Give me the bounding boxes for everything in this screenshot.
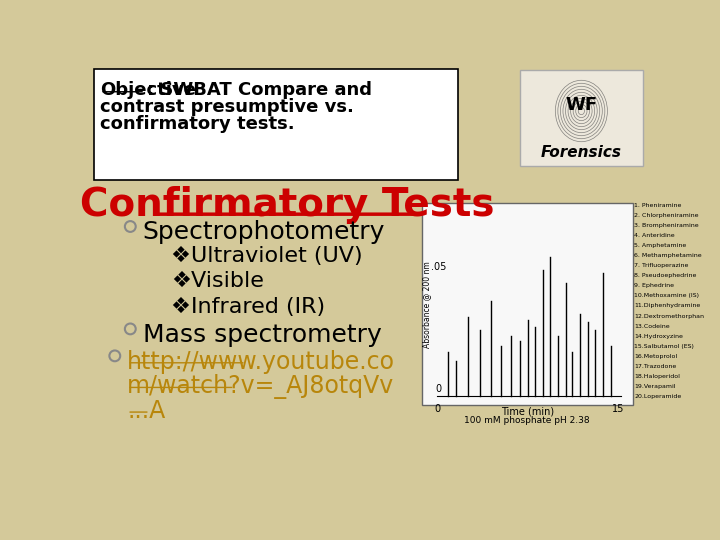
Text: Forensics: Forensics: [541, 145, 622, 160]
Text: 6. Methamphetamine: 6. Methamphetamine: [634, 253, 702, 259]
Text: http://www.youtube.co: http://www.youtube.co: [127, 350, 395, 374]
Text: 14.Hydroxyzine: 14.Hydroxyzine: [634, 334, 683, 339]
Text: 2. Chlorpheniramine: 2. Chlorpheniramine: [634, 213, 698, 218]
Text: 17.Trazodone: 17.Trazodone: [634, 363, 676, 369]
Text: ❖Visible: ❖Visible: [171, 271, 264, 291]
Text: 20.Loperamide: 20.Loperamide: [634, 394, 681, 399]
Text: m/watch?v=_AJ8otqVv: m/watch?v=_AJ8otqVv: [127, 374, 395, 400]
FancyBboxPatch shape: [94, 69, 458, 180]
Text: confirmatory tests.: confirmatory tests.: [100, 115, 294, 133]
FancyBboxPatch shape: [520, 70, 642, 166]
Text: 10.Methoxamine (IS): 10.Methoxamine (IS): [634, 294, 699, 299]
Text: 9. Ephedrine: 9. Ephedrine: [634, 284, 674, 288]
Text: Mass spectrometry: Mass spectrometry: [143, 323, 382, 347]
Text: : SWBAT Compare and: : SWBAT Compare and: [147, 81, 372, 99]
Text: .05: .05: [431, 261, 446, 272]
Text: 3. Brompheniramine: 3. Brompheniramine: [634, 224, 698, 228]
Text: 13.Codeine: 13.Codeine: [634, 323, 670, 328]
Text: 15: 15: [613, 403, 625, 414]
Text: 19.Verapamil: 19.Verapamil: [634, 383, 675, 389]
Text: ...A: ...A: [127, 399, 166, 423]
Text: 1. Pheniramine: 1. Pheniramine: [634, 204, 681, 208]
Text: Spectrophotometry: Spectrophotometry: [143, 220, 385, 244]
Text: 0: 0: [436, 384, 442, 394]
Text: 7. Trifluoperazine: 7. Trifluoperazine: [634, 264, 688, 268]
FancyBboxPatch shape: [422, 204, 632, 405]
Text: 4. Anteridine: 4. Anteridine: [634, 233, 675, 239]
Text: 16.Metoprolol: 16.Metoprolol: [634, 354, 678, 359]
Text: contrast presumptive vs.: contrast presumptive vs.: [100, 98, 354, 116]
Text: 18.Haloperidol: 18.Haloperidol: [634, 374, 680, 379]
Text: 100 mM phosphate pH 2.38: 100 mM phosphate pH 2.38: [464, 416, 590, 425]
Text: Time (min): Time (min): [500, 407, 554, 417]
Text: Objective: Objective: [100, 81, 196, 99]
Text: Absorbance @ 200 nm: Absorbance @ 200 nm: [422, 261, 431, 348]
Text: 5. Amphetamine: 5. Amphetamine: [634, 244, 686, 248]
Text: ❖Ultraviolet (UV): ❖Ultraviolet (UV): [171, 246, 363, 266]
Text: 0: 0: [434, 403, 440, 414]
Text: 15.Salbutamol (ES): 15.Salbutamol (ES): [634, 343, 694, 348]
Text: 8. Pseudoephedrine: 8. Pseudoephedrine: [634, 273, 696, 279]
Text: Confirmatory Tests: Confirmatory Tests: [81, 186, 495, 225]
Text: 12.Dextromethorphan: 12.Dextromethorphan: [634, 314, 704, 319]
Text: 11.Diphenhydramine: 11.Diphenhydramine: [634, 303, 701, 308]
Text: WF: WF: [565, 96, 598, 114]
Text: ❖Infrared (IR): ❖Infrared (IR): [171, 296, 325, 316]
